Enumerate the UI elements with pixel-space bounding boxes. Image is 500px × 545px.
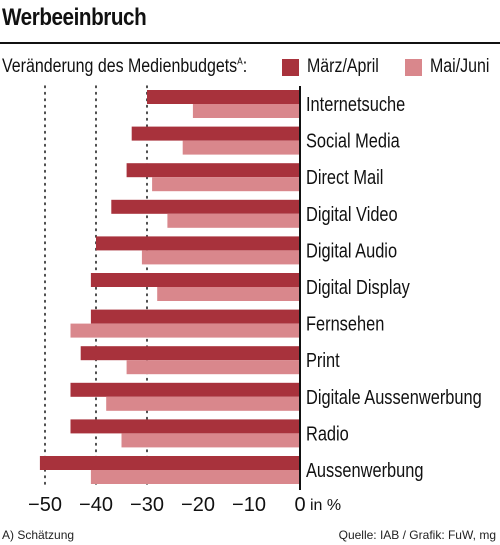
bar-series-1: [126, 163, 300, 178]
category-label: Digital Audio: [306, 239, 397, 262]
x-tick-label: 0: [294, 494, 305, 516]
legend-label-series-2: Mai/Juni: [430, 56, 490, 77]
chart-title: Werbeeinbruch: [2, 4, 147, 31]
subtitle-legend-row: Veränderung des MedienbudgetsA: März/Apr…: [2, 56, 500, 80]
bar-series-2: [70, 323, 300, 338]
category-label: Fernsehen: [306, 312, 384, 335]
source-credit: Quelle: IAB / Grafik: FuW, mg: [338, 528, 496, 542]
bar-series-1: [70, 382, 300, 397]
bar-series-1: [90, 273, 301, 287]
category-label: Social Media: [306, 129, 401, 152]
category-label: Digitale Aussenwerbung: [306, 385, 482, 408]
x-tick-label: −20: [181, 494, 215, 516]
bar-series-2: [121, 433, 300, 448]
subtitle-colon: :: [242, 56, 248, 77]
bar-series-1: [147, 90, 300, 104]
bar-series-1: [90, 309, 301, 324]
bar-series-1: [39, 456, 301, 470]
category-label: Digital Display: [306, 275, 411, 298]
legend-label-series-1: März/April: [307, 56, 379, 77]
x-tick-label: −10: [232, 494, 266, 516]
category-label: Radio: [306, 422, 349, 445]
x-tick-label: −50: [28, 494, 62, 516]
legend-swatch-series-2: [405, 59, 422, 76]
bar-series-1: [96, 236, 300, 251]
category-label: Direct Mail: [306, 166, 383, 189]
x-tick-label: −40: [79, 494, 113, 516]
footnote: A) Schätzung: [2, 528, 75, 542]
category-label: Aussenwerbung: [306, 458, 423, 481]
bar-series-2: [90, 470, 301, 484]
category-label: Print: [306, 349, 340, 372]
x-tick-label: −30: [130, 494, 164, 516]
bar-series-1: [131, 126, 300, 141]
bar-series-2: [141, 250, 300, 265]
bar-series-2: [182, 140, 300, 155]
subtitle-text: Veränderung des Medienbudgets: [2, 56, 238, 77]
category-label: Digital Video: [306, 202, 398, 225]
bar-chart: Internetsuche Social Media Direct Mail Digi…: [28, 85, 482, 516]
chart-subtitle: Veränderung des MedienbudgetsA:: [2, 56, 247, 78]
bar-series-2: [157, 287, 300, 301]
bar-series-2: [106, 396, 300, 411]
bar-series-2: [167, 213, 300, 228]
title-rule: [0, 42, 500, 44]
bar-series-1: [80, 346, 300, 361]
bar-series-2: [192, 104, 300, 118]
bar-series-2: [126, 360, 300, 375]
legend-swatch-series-1: [282, 59, 299, 76]
category-label: Internetsuche: [306, 92, 405, 115]
bar-series-1: [111, 199, 300, 214]
subtitle-footnote-marker: A: [237, 56, 243, 68]
x-axis-unit-label: in %: [310, 497, 341, 514]
bar-series-2: [152, 177, 300, 192]
bar-series-1: [70, 419, 300, 434]
